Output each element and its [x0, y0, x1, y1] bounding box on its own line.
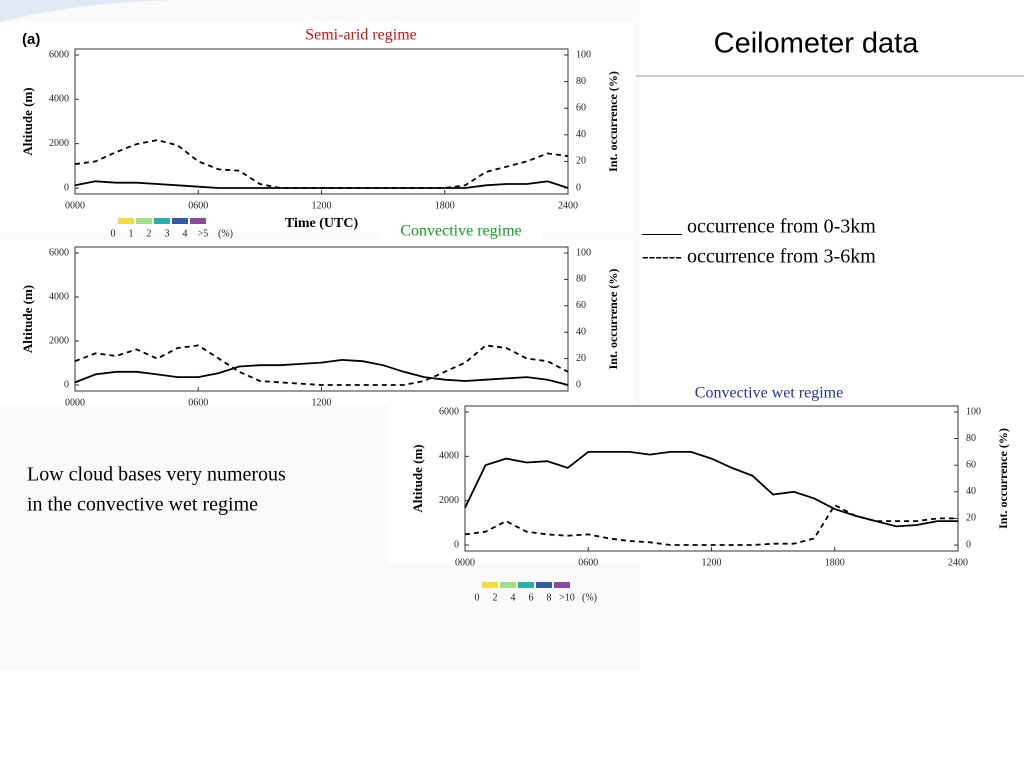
occurrence-line — [464, 451, 958, 528]
x-axis-title: Time (UTC) — [285, 216, 359, 231]
y-tick-label: 4000 — [49, 291, 69, 302]
y2-tick-label: 0 — [576, 379, 581, 390]
slide-title: Ceilometer data — [714, 28, 920, 60]
x-tick-label: 0600 — [188, 397, 208, 408]
colorbar-swatch — [500, 582, 516, 588]
x-tick-label: 0000 — [455, 557, 475, 568]
y2-tick-label: 20 — [966, 513, 976, 524]
y2-tick-label: 100 — [576, 49, 591, 60]
panel-title: Semi-arid regime — [305, 27, 417, 44]
y-tick-label: 0 — [64, 379, 69, 390]
y-tick-label: 4000 — [49, 94, 69, 105]
colorbar-swatch — [172, 218, 188, 224]
occurrence-line — [74, 358, 569, 386]
y-axis-title: Altitude (m) — [410, 444, 425, 512]
y2-tick-label: 100 — [966, 406, 981, 417]
colorbar-label: 8 — [547, 592, 552, 603]
y-axis-title: Altitude (m) — [20, 87, 35, 155]
x-tick-label: 2400 — [948, 557, 968, 568]
note-line: Low cloud bases very numerous — [27, 464, 286, 486]
y-tick-label: 2000 — [49, 335, 69, 346]
y2-tick-label: 80 — [576, 274, 586, 285]
y2-tick-label: 80 — [576, 76, 586, 87]
panel-background — [0, 22, 635, 232]
colorbar-swatch — [554, 582, 570, 588]
legend-solid: ____ occurrence from 0-3km — [641, 216, 876, 238]
colorbar-swatch — [518, 582, 534, 588]
y-tick-label: 0 — [454, 539, 459, 550]
occurrence-line — [74, 139, 569, 189]
panel-title: Convective regime — [400, 223, 521, 240]
x-tick-label: 1200 — [702, 557, 722, 568]
colorbar-unit: (%) — [218, 228, 233, 239]
colorbar-label: 0 — [111, 228, 116, 239]
y-tick-label: 2000 — [439, 495, 459, 506]
colorbar-label: 4 — [511, 592, 516, 603]
colorbar-label: 6 — [529, 592, 534, 603]
y2-tick-label: 40 — [576, 326, 586, 337]
y-tick-label: 0 — [64, 182, 69, 193]
x-tick-label: 1200 — [312, 397, 332, 408]
x-tick-label: 0000 — [65, 200, 85, 211]
x-tick-label: 1800 — [435, 200, 455, 211]
y2-tick-label: 60 — [576, 102, 586, 113]
note-line: in the convective wet regime — [27, 494, 258, 516]
x-tick-label: 0600 — [578, 557, 598, 568]
y2-axis-title: Int. occurrence (%) — [606, 269, 620, 370]
y2-tick-label: 0 — [576, 182, 581, 193]
panel-title: Convective wet regime — [695, 385, 843, 402]
occurrence-line — [74, 344, 569, 386]
occurrence-line — [464, 503, 958, 546]
panel-background — [0, 240, 635, 405]
colorbar-swatch — [118, 218, 134, 224]
y2-tick-label: 60 — [576, 300, 586, 311]
colorbar-label: >10 — [559, 592, 575, 603]
legend-dashed: ------ occurrence from 3-6km — [642, 246, 876, 268]
panel-title-box — [380, 218, 542, 246]
decoration — [0, 0, 190, 22]
y2-tick-label: 20 — [576, 156, 586, 167]
y-axis-title: Altitude (m) — [20, 285, 35, 353]
x-tick-label: 2400 — [558, 200, 578, 211]
x-tick-label: 1200 — [312, 200, 332, 211]
y-tick-label: 2000 — [49, 138, 69, 149]
y2-tick-label: 100 — [576, 247, 591, 258]
y2-tick-label: 60 — [966, 459, 976, 470]
panel-title-box — [670, 382, 868, 406]
y2-axis-title: Int. occurrence (%) — [996, 428, 1010, 529]
colorbar-unit: (%) — [582, 592, 597, 603]
colorbar-swatch — [154, 218, 170, 224]
y-tick-label: 6000 — [49, 49, 69, 60]
y2-tick-label: 40 — [966, 486, 976, 497]
panel-title-box — [285, 22, 437, 50]
colorbar-label: >5 — [198, 228, 209, 239]
y2-tick-label: 0 — [966, 539, 971, 550]
colorbar-swatch — [482, 582, 498, 588]
colorbar-swatch — [136, 218, 152, 224]
colorbar-label: 1 — [129, 228, 134, 239]
colorbar-swatch — [190, 218, 206, 224]
colorbar-label: 0 — [475, 592, 480, 603]
panel-label: (a) — [22, 31, 40, 48]
y2-tick-label: 40 — [576, 129, 586, 140]
colorbar-label: 2 — [147, 228, 152, 239]
y2-tick-label: 80 — [966, 433, 976, 444]
colorbar-swatch — [536, 582, 552, 588]
y2-axis-title: Int. occurrence (%) — [606, 71, 620, 172]
colorbar-label: 4 — [183, 228, 188, 239]
x-tick-label: 1800 — [825, 557, 845, 568]
colorbar-label: 3 — [165, 228, 170, 239]
y-tick-label: 6000 — [49, 247, 69, 258]
y2-tick-label: 20 — [576, 353, 586, 364]
panel-background — [388, 404, 1024, 564]
y-tick-label: 6000 — [439, 406, 459, 417]
colorbar-label: 2 — [493, 592, 498, 603]
x-tick-label: 0000 — [65, 397, 85, 408]
x-tick-label: 0600 — [188, 200, 208, 211]
y-tick-label: 4000 — [439, 451, 459, 462]
